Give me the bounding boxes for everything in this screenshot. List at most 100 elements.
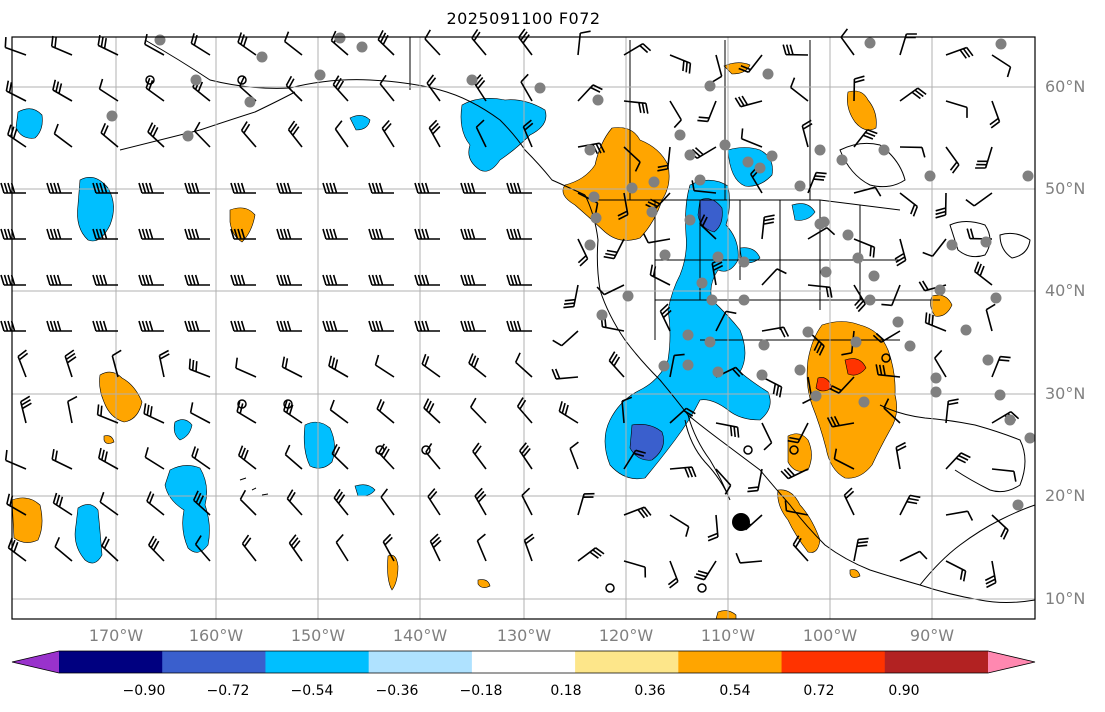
- station-dot: [658, 360, 670, 372]
- station-dot: [356, 41, 368, 53]
- wind-barb: [235, 357, 257, 378]
- lon-label-110: 110°W: [700, 626, 756, 645]
- station-dot: [924, 170, 936, 182]
- station-dot: [694, 174, 706, 186]
- wind-barb: [747, 468, 763, 493]
- wind-barb: [5, 80, 27, 102]
- station-dot: [892, 316, 904, 328]
- station-dot: [995, 38, 1007, 50]
- station-dot: [584, 144, 596, 156]
- wind-barb: [761, 268, 787, 286]
- station-dot: [930, 386, 942, 398]
- station-dot: [994, 389, 1006, 401]
- station-dot: [706, 294, 718, 306]
- wind-barb: [881, 284, 901, 307]
- wind-barb: [973, 261, 993, 286]
- colorbar-segment: [575, 651, 679, 673]
- wind-barb: [551, 368, 579, 380]
- wind-barb: [853, 537, 869, 562]
- wind-barb: [426, 74, 441, 102]
- wind-barb: [935, 192, 947, 219]
- station-dot: [930, 372, 942, 384]
- wind-barb: [472, 442, 487, 470]
- wind-barb: [194, 535, 211, 562]
- colorbar-extend-max: [988, 651, 1035, 673]
- wind-barb: [735, 552, 763, 564]
- wind-barb: [623, 560, 647, 578]
- wind-barb: [334, 120, 349, 148]
- station-dot: [864, 294, 876, 306]
- wind-barb: [522, 119, 534, 148]
- station-dot: [878, 144, 890, 156]
- wind-barb: [596, 284, 625, 296]
- station-dot: [682, 359, 694, 371]
- wind-barb: [381, 119, 395, 148]
- wind-barb: [623, 146, 641, 172]
- wind-barb: [322, 228, 348, 240]
- wind-barb: [423, 398, 441, 424]
- station-dot: [626, 182, 638, 194]
- wind-barb: [144, 447, 165, 470]
- lat-label-30: 30°N: [1045, 384, 1086, 403]
- lon-label-150: 150°W: [290, 626, 346, 645]
- station-dot: [696, 277, 708, 289]
- wind-barb: [669, 54, 692, 74]
- station-dot: [712, 251, 724, 263]
- wind-barb: [883, 398, 901, 424]
- wind-barb: [694, 560, 717, 581]
- wind-barb: [286, 489, 303, 516]
- wind-barb: [382, 533, 395, 562]
- station-dot: [712, 366, 724, 378]
- wind-barb: [101, 536, 119, 562]
- wind-barb: [53, 123, 73, 148]
- colorbar-segment: [471, 651, 576, 673]
- wind-barb: [143, 403, 165, 424]
- wind-barb: [899, 550, 928, 562]
- wind-barb: [98, 447, 119, 470]
- wind-barb: [192, 490, 211, 516]
- wind-barb: [875, 364, 901, 378]
- wind-barb: [895, 441, 907, 470]
- wind-barb: [506, 228, 532, 240]
- wind-barb: [111, 349, 122, 378]
- lon-label-160: 160°W: [188, 626, 244, 645]
- wind-barb: [146, 491, 165, 516]
- wind-barb: [379, 74, 395, 102]
- wind-barb: [506, 182, 532, 194]
- wind-barb: [427, 488, 441, 516]
- wind-barb: [991, 411, 1020, 424]
- wind-barb: [414, 274, 440, 286]
- wind-barb: [138, 182, 164, 194]
- station-dot: [738, 294, 750, 306]
- wind-barb: [4, 37, 27, 56]
- wind-barb: [374, 354, 395, 378]
- wind-barb: [761, 214, 775, 240]
- station-dot: [836, 154, 848, 166]
- lon-label-170: 170°W: [88, 626, 144, 645]
- station-dot: [982, 354, 994, 366]
- wind-barb: [475, 119, 487, 148]
- lon-label-100: 100°W: [802, 626, 858, 645]
- wind-barb: [4, 449, 27, 470]
- station-dot: [1022, 170, 1034, 182]
- wind-barb: [100, 122, 119, 148]
- wind-barb: [331, 444, 349, 470]
- wind-barb: [368, 182, 394, 194]
- wind-barb: [829, 376, 855, 394]
- colorbar-tick-label: −0.72: [206, 683, 250, 699]
- colorbar-segment: [368, 651, 473, 673]
- station-dot: [904, 340, 916, 352]
- coastlines: [119, 37, 1036, 603]
- wind-barb: [715, 310, 737, 332]
- station-dot: [742, 156, 754, 168]
- station-dot: [794, 364, 806, 376]
- station-dot: [106, 110, 118, 122]
- wind-barb: [191, 446, 211, 470]
- wind-barb: [92, 320, 118, 332]
- wind-barb: [991, 355, 1011, 378]
- station-dot: [850, 336, 862, 348]
- station-dot: [738, 256, 750, 268]
- wind-barb: [0, 274, 26, 286]
- colorbar-tick-label: −0.54: [290, 683, 334, 699]
- map-title: 2025091100 F072: [446, 9, 601, 28]
